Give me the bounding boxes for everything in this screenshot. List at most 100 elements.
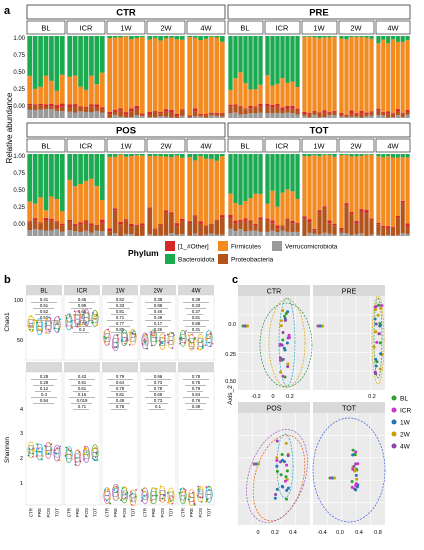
data-point [120,499,122,502]
bar-segment [54,198,60,222]
sample-point [281,308,285,312]
x-tick-label: CTR [181,507,186,517]
bar-segment [253,230,258,236]
bar-segment [280,226,285,231]
c-y-tick: 0.25 [225,352,236,358]
violin-outline [179,487,187,505]
bar-segment [233,104,238,106]
pvalue-label: 0.1 [155,404,162,409]
bar-segment [359,36,364,111]
pvalue-label: 0.88 [192,321,201,326]
bar-segment [139,155,145,224]
bar-segment [228,214,233,219]
pvalue-label: 0.49 [116,398,125,403]
data-point [129,494,131,497]
bar-segment [238,114,243,118]
bar-segment [83,108,89,112]
bar-segment [147,155,153,208]
bar-segment [118,116,123,118]
bar-segment [94,84,100,105]
violin-outline [196,485,204,503]
data-point [118,497,120,500]
legend-label: ICR [400,408,412,415]
bar-segment [209,115,214,118]
data-point [108,330,111,333]
bar-segment [270,223,275,231]
data-point [141,497,144,499]
panel-b-label: b [4,274,11,286]
data-point [129,490,132,493]
bar-segment [302,216,307,219]
data-point [124,342,127,345]
bar-segment [233,230,238,236]
bar-segment [233,78,238,105]
bar-segment [400,41,405,113]
bar-segment [243,114,248,118]
pvalue-label: 0.66 [154,392,163,397]
data-point [113,486,115,489]
sample-point [284,312,288,316]
confidence-ellipse [252,434,306,522]
bar-segment [38,105,43,110]
bar-segment [169,157,174,213]
bar-segment [354,220,359,224]
data-point [126,492,129,494]
bar-segment [364,116,369,118]
bar-segment [94,230,100,236]
bar-segment [243,83,248,109]
facet-header [102,285,138,295]
data-point [188,501,191,504]
group-label-pos: POS [116,126,136,137]
data-point [183,342,186,344]
sample-point [281,330,285,334]
sample-point [274,493,278,497]
data-point [205,338,208,340]
bar-segment [285,82,290,106]
data-point [116,490,119,493]
data-point [103,331,106,334]
bar-segment [322,116,327,118]
bar-segment [203,158,209,226]
bar-segment [147,208,153,235]
bar-segment [89,223,94,226]
data-point [83,445,86,448]
x-tick-label: TOT [93,508,98,517]
bar-segment [258,231,263,236]
data-point [200,500,203,503]
bar-segment [147,112,153,115]
bar-segment [27,36,33,76]
bar-segment [27,201,33,222]
data-point [94,318,97,321]
bar-segment [248,230,253,236]
bar-segment [32,36,38,89]
bar-segment [179,109,185,111]
data-point [116,494,119,496]
sample-point [376,313,380,317]
data-point [36,319,39,322]
bar-segment [307,232,312,236]
data-point [131,331,133,334]
bar-segment [248,108,253,114]
bar-segment [198,223,203,236]
data-point [155,337,158,339]
pvalue-label: 0.79 [116,374,125,379]
data-point [197,348,199,350]
x-tick-label: CTR [105,507,110,517]
bar-segment [94,224,100,226]
data-point [48,316,50,319]
bar-segment [187,154,193,158]
bar-segment [290,108,295,114]
data-point [205,500,208,503]
sample-point [275,469,279,473]
sample-point [275,464,279,468]
bar-segment [49,103,54,107]
bar-segment [302,115,307,118]
bar-segment [152,110,158,112]
bar-segment [54,228,60,236]
data-point [134,493,137,496]
bar-segment [49,220,54,231]
bar-segment [376,115,381,118]
bar-segment [395,216,400,235]
bar-segment [238,154,243,206]
bar-segment [312,233,317,236]
